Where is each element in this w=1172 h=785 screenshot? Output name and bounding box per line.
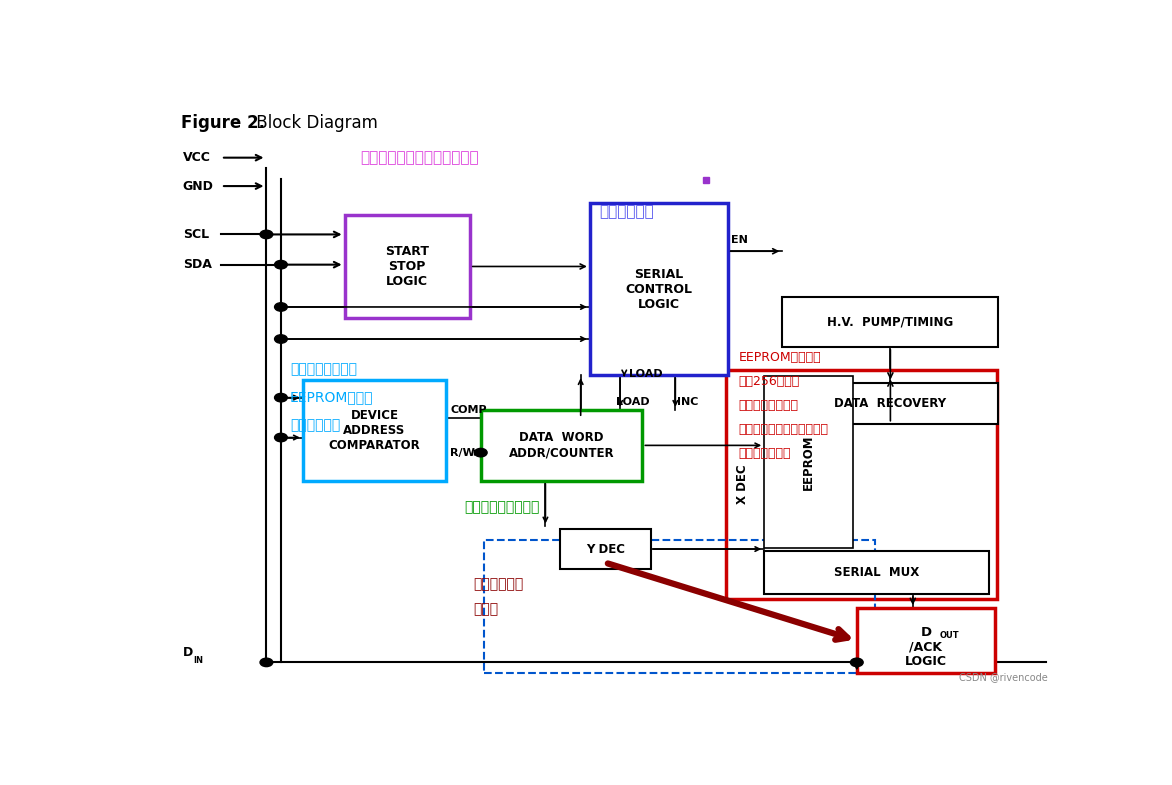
Circle shape: [260, 230, 273, 239]
Text: H.V.  PUMP/TIMING: H.V. PUMP/TIMING: [827, 316, 954, 329]
Text: D: D: [183, 646, 193, 659]
FancyBboxPatch shape: [857, 608, 995, 674]
Text: START
STOP
LOGIC: START STOP LOGIC: [386, 245, 429, 288]
FancyBboxPatch shape: [764, 377, 853, 548]
Text: 产生应答信号: 产生应答信号: [473, 577, 524, 591]
Text: 记录写入了多少数据: 记录写入了多少数据: [464, 501, 540, 515]
Text: Y DEC: Y DEC: [586, 542, 625, 556]
Text: LOAD: LOAD: [629, 369, 662, 379]
Text: 整体控制逻辑: 整体控制逻辑: [599, 205, 654, 220]
FancyBboxPatch shape: [725, 371, 996, 599]
Text: 主机发送一个地址: 主机发送一个地址: [289, 362, 357, 376]
Circle shape: [851, 658, 863, 666]
Text: LOAD: LOAD: [615, 396, 649, 407]
FancyBboxPatch shape: [302, 379, 447, 481]
FancyBboxPatch shape: [783, 298, 999, 347]
Text: OUT: OUT: [940, 631, 959, 640]
Text: EEPROM: EEPROM: [802, 434, 816, 490]
Text: Block Diagram: Block Diagram: [251, 114, 377, 132]
FancyBboxPatch shape: [764, 550, 989, 594]
Text: COMP: COMP: [451, 405, 488, 415]
Text: X DEC: X DEC: [736, 465, 749, 505]
Circle shape: [274, 433, 287, 442]
Text: INC: INC: [677, 396, 699, 407]
FancyBboxPatch shape: [560, 529, 650, 568]
Circle shape: [274, 261, 287, 269]
FancyBboxPatch shape: [481, 410, 642, 481]
Text: SCL: SCL: [183, 228, 209, 241]
Text: IN: IN: [193, 656, 204, 666]
Circle shape: [274, 303, 287, 311]
Text: 每个字节都有对应: 每个字节都有对应: [738, 399, 798, 412]
Text: CSDN @rivencode: CSDN @rivencode: [960, 672, 1048, 681]
Circle shape: [475, 448, 488, 457]
Text: 产生起始信号停止信号的逻辑: 产生起始信号停止信号的逻辑: [360, 150, 478, 165]
Text: 一共256个字节: 一共256个字节: [738, 374, 800, 388]
Text: Figure 2.: Figure 2.: [180, 114, 265, 132]
Text: R/W: R/W: [450, 447, 475, 458]
Text: SERIAL
CONTROL
LOGIC: SERIAL CONTROL LOGIC: [626, 268, 693, 311]
Circle shape: [260, 658, 273, 666]
Text: 自身设备地址: 自身设备地址: [289, 418, 340, 433]
Text: DATA  WORD
ADDR/COUNTER: DATA WORD ADDR/COUNTER: [509, 432, 614, 459]
Text: LOGIC: LOGIC: [905, 655, 947, 668]
Text: DEVICE
ADDRESS
COMPARATOR: DEVICE ADDRESS COMPARATOR: [328, 409, 421, 452]
Text: SERIAL  MUX: SERIAL MUX: [834, 566, 919, 579]
Text: 的逻辑: 的逻辑: [473, 602, 498, 616]
Text: /ACK: /ACK: [909, 641, 942, 654]
Text: EN: EN: [731, 236, 748, 245]
Circle shape: [274, 334, 287, 343]
Text: GND: GND: [183, 180, 213, 192]
Text: 哪个字节或读取: 哪个字节或读取: [738, 447, 791, 460]
Text: EEPROM存储矩阵: EEPROM存储矩阵: [738, 351, 822, 363]
FancyBboxPatch shape: [590, 203, 728, 375]
Text: D: D: [920, 626, 932, 639]
Text: SDA: SDA: [183, 258, 212, 271]
Text: VCC: VCC: [183, 152, 211, 164]
Text: DATA  RECOVERY: DATA RECOVERY: [834, 396, 947, 410]
FancyBboxPatch shape: [345, 215, 470, 318]
Text: 的地址，方便主机随便写入: 的地址，方便主机随便写入: [738, 423, 829, 436]
Circle shape: [274, 393, 287, 402]
FancyBboxPatch shape: [783, 382, 999, 424]
Text: EEPROM会对比: EEPROM会对比: [289, 391, 374, 404]
